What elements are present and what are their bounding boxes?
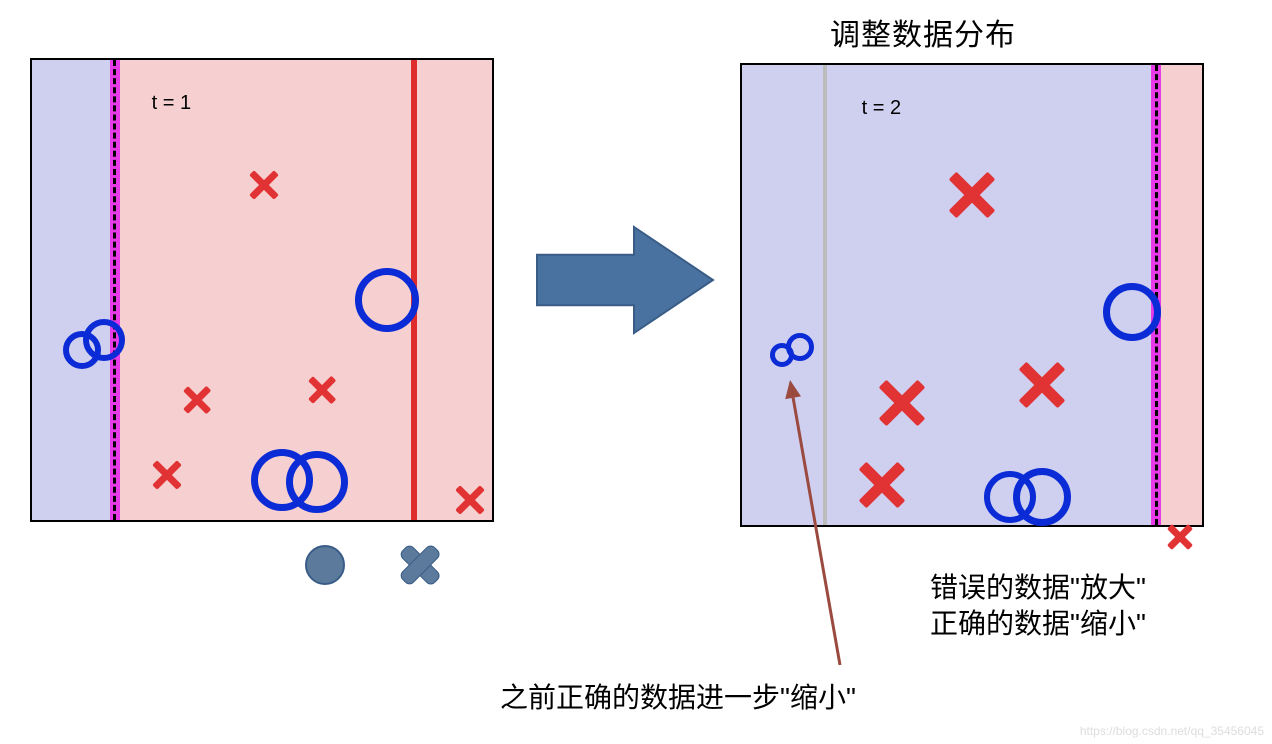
pink-region (115, 60, 492, 520)
x-marker (860, 463, 904, 507)
dashed-divider (113, 60, 116, 520)
panel-label: t = 2 (862, 97, 901, 120)
circle-marker (786, 333, 814, 361)
legend-circle-icon (305, 545, 345, 585)
caption-right-line1: 错误的数据"放大" (930, 570, 1146, 606)
caption-right: 错误的数据"放大" 正确的数据"缩小" (930, 570, 1146, 643)
circle-marker (83, 319, 125, 361)
caption-bottom: 之前正确的数据进一步"缩小" (500, 680, 856, 716)
blue-region (32, 60, 115, 520)
x-marker (250, 171, 278, 199)
pink-region (1156, 65, 1202, 525)
circle-marker (1103, 283, 1161, 341)
x-marker (950, 173, 994, 217)
title-top: 调整数据分布 (830, 10, 1016, 54)
circle-marker (286, 451, 348, 513)
panel-t2: t = 2 (740, 63, 1204, 527)
watermark: https://blog.csdn.net/qq_35456045 (1080, 724, 1264, 738)
legend-x-icon (401, 546, 439, 584)
x-marker (153, 461, 181, 489)
panel-label: t = 1 (152, 92, 191, 115)
x-marker (309, 377, 335, 403)
circle-marker (355, 268, 419, 332)
x-marker (1168, 525, 1192, 549)
x-marker (184, 387, 210, 413)
gray-line (823, 65, 827, 525)
x-marker (880, 381, 924, 425)
x-marker (1020, 363, 1064, 407)
circle-marker (1013, 468, 1071, 526)
caption-right-line2: 正确的数据"缩小" (930, 606, 1146, 642)
blue-region (742, 65, 1156, 525)
panel-t1: t = 1 (30, 58, 494, 522)
big-arrow-icon (535, 225, 715, 335)
x-marker (456, 486, 484, 514)
